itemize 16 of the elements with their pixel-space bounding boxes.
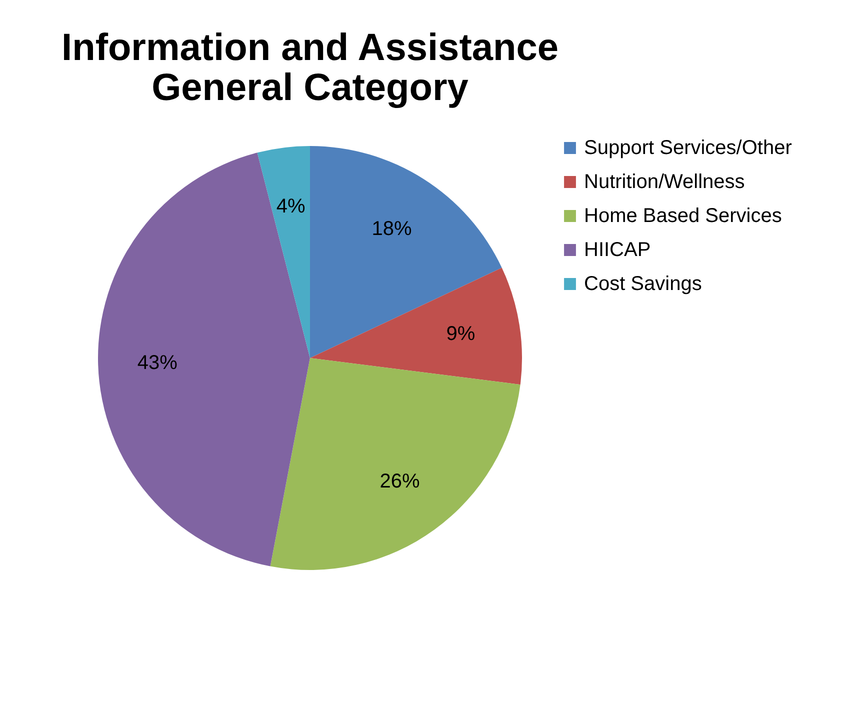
legend-label: Home Based Services xyxy=(584,205,782,227)
legend-label: HIICAP xyxy=(584,239,651,261)
data-label: 18% xyxy=(372,218,412,240)
data-label: 9% xyxy=(446,323,476,346)
legend-label: Cost Savings xyxy=(584,273,702,295)
pie-slice xyxy=(98,152,310,566)
legend-label: Nutrition/Wellness xyxy=(584,171,745,193)
pie-slice xyxy=(310,146,502,358)
data-label: 26% xyxy=(380,470,420,492)
data-label: 4% xyxy=(276,196,306,218)
chart-title: Information and Assistance General Category xyxy=(62,27,558,109)
pie-slice xyxy=(270,358,520,570)
data-label: 43% xyxy=(137,352,178,374)
pie-slice xyxy=(257,146,310,358)
legend-label: Support Services/Other xyxy=(584,137,792,159)
pie-slice xyxy=(310,268,522,385)
